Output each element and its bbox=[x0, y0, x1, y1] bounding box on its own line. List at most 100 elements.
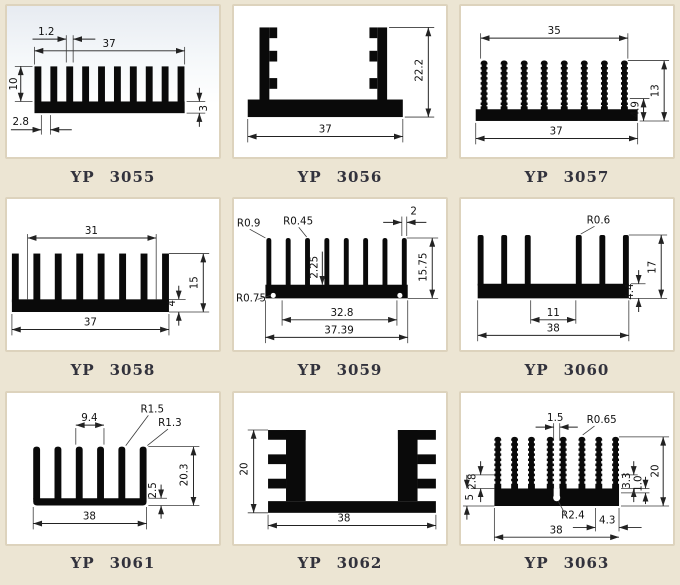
dim-radius: R0.6 bbox=[587, 215, 611, 227]
dim-fin-span: 31 bbox=[85, 225, 98, 237]
heatsink-base bbox=[475, 109, 638, 121]
heatsink-base bbox=[11, 299, 169, 313]
profile-drawing-3057: 35 4.9 13 37 bbox=[475, 25, 670, 145]
center-slot bbox=[553, 488, 560, 497]
heatsink-fins bbox=[479, 60, 629, 113]
channel-wall-right bbox=[397, 429, 418, 501]
part-code: 3058 bbox=[109, 360, 156, 379]
dim-height: 15 bbox=[188, 277, 200, 290]
cell-yp-3058: 31 15 4 37 YP 3058 bbox=[5, 197, 221, 387]
part-label: YP 3062 bbox=[232, 546, 448, 581]
panel-yp-3058: 31 15 4 37 bbox=[5, 197, 221, 353]
dim-width: 38 bbox=[83, 510, 96, 522]
cell-yp-3063: 1.5 R0.65 2.8 5 3.3 1.0 20 bbox=[459, 390, 675, 581]
dim-radius-fin: R0.65 bbox=[587, 414, 617, 426]
part-label: YP 3058 bbox=[5, 352, 221, 387]
part-label: YP 3057 bbox=[459, 159, 675, 194]
part-code: 3063 bbox=[563, 554, 610, 573]
dim-tab: 4.3 bbox=[599, 514, 615, 526]
panel-yp-3063: 1.5 R0.65 2.8 5 3.3 1.0 20 bbox=[459, 390, 675, 546]
panel-yp-3056: 22.2 37 bbox=[232, 4, 448, 159]
part-label: YP 3063 bbox=[459, 546, 675, 581]
panel-yp-3061: 9.4 R1.5 R1.3 2.5 20.3 38 bbox=[5, 390, 221, 546]
dim-height: 20 bbox=[649, 464, 661, 477]
dim-base-thickness: 4.4 bbox=[624, 284, 636, 300]
part-code: 3061 bbox=[109, 554, 156, 573]
panel-yp-3057: 35 4.9 13 37 bbox=[459, 4, 675, 159]
channel-wall-left bbox=[259, 27, 270, 102]
dim-width: 38 bbox=[547, 323, 560, 335]
part-code: 3060 bbox=[563, 360, 610, 379]
heatsink-fins bbox=[266, 238, 407, 288]
dim-width: 37 bbox=[84, 317, 97, 329]
dim-height: 13 bbox=[649, 84, 661, 97]
part-code: 3055 bbox=[109, 167, 156, 186]
dim-overall-width: 37 bbox=[103, 38, 116, 50]
dim-radius-slot: R2.4 bbox=[561, 509, 585, 521]
dim-pitch: 9.4 bbox=[81, 412, 97, 424]
heatsink-base bbox=[33, 497, 147, 506]
heatsink-base bbox=[34, 101, 185, 114]
heatsink-base bbox=[477, 284, 629, 299]
dim-radius-fin: R0.45 bbox=[283, 216, 313, 228]
profile-drawing-3056: 22.2 37 bbox=[247, 27, 435, 143]
part-label: YP 3055 bbox=[5, 159, 221, 194]
profile-drawing-3062: 20 38 bbox=[239, 429, 437, 530]
dim-base-thickness: 3 bbox=[198, 105, 210, 112]
part-series: YP bbox=[70, 167, 95, 186]
panel-yp-3059: R0.9 R0.45 2 2.25 R0.75 15.75 32.8 bbox=[232, 197, 448, 353]
profile-drawing-3063: 1.5 R0.65 2.8 5 3.3 1.0 20 bbox=[462, 412, 670, 541]
dim-width: 37 bbox=[319, 124, 332, 136]
part-series: YP bbox=[524, 360, 549, 379]
part-label: YP 3060 bbox=[459, 352, 675, 387]
cell-yp-3056: 22.2 37 YP 3056 bbox=[232, 4, 448, 194]
panel-yp-3062: 20 38 bbox=[232, 390, 448, 546]
dim-left-upper: 2.8 bbox=[467, 473, 479, 489]
part-label: YP 3061 bbox=[5, 546, 221, 581]
part-label: YP 3059 bbox=[232, 352, 448, 387]
dim-height: 17 bbox=[646, 261, 658, 274]
dim-fin-width: 2 bbox=[410, 206, 417, 218]
cell-yp-3062: 20 38 YP 3062 bbox=[232, 390, 448, 581]
dim-left-lower: 5 bbox=[464, 494, 476, 501]
dim-fin-pitch: 2.8 bbox=[13, 116, 29, 128]
channel-wall-left bbox=[286, 429, 306, 501]
channel-base bbox=[268, 500, 436, 513]
dim-base-thickness: 4 bbox=[166, 300, 178, 307]
dim-slot-width: 1.5 bbox=[547, 412, 563, 424]
dim-radius-fin: R1.5 bbox=[140, 403, 164, 415]
panel-yp-3055: 37 1.2 10 3 2.8 bbox=[5, 4, 221, 159]
part-series: YP bbox=[297, 554, 322, 573]
profile-drawing-3059: R0.9 R0.45 2 2.25 R0.75 15.75 32.8 bbox=[236, 206, 439, 344]
dim-height: 22.2 bbox=[413, 59, 425, 82]
channel-wall-right bbox=[377, 27, 388, 102]
profile-drawing-3058: 31 15 4 37 bbox=[11, 225, 210, 336]
heatsink-fins bbox=[493, 436, 620, 492]
part-series: YP bbox=[297, 360, 322, 379]
dim-height: 20.3 bbox=[179, 463, 191, 486]
dim-width: 37 bbox=[550, 126, 563, 138]
cell-yp-3061: 9.4 R1.5 R1.3 2.5 20.3 38 YP 3061 bbox=[5, 390, 221, 581]
part-series: YP bbox=[70, 554, 95, 573]
dim-gap: 11 bbox=[547, 307, 560, 319]
part-code: 3059 bbox=[336, 360, 383, 379]
part-code: 3062 bbox=[336, 554, 383, 573]
cell-yp-3060: R0.6 11 38 17 4.4 YP 3060 bbox=[459, 197, 675, 387]
profile-drawing-3061: 9.4 R1.5 R1.3 2.5 20.3 38 bbox=[32, 403, 200, 530]
cell-yp-3059: R0.9 R0.45 2 2.25 R0.75 15.75 32.8 bbox=[232, 197, 448, 387]
heatsink-fins bbox=[33, 446, 147, 501]
dim-fin-span: 35 bbox=[548, 25, 561, 37]
part-label: YP 3056 bbox=[232, 159, 448, 194]
dim-fin-thickness: 1.2 bbox=[38, 26, 54, 38]
heatsink-fins bbox=[34, 66, 185, 105]
dim-fin-height: 10 bbox=[8, 77, 20, 90]
part-series: YP bbox=[70, 360, 95, 379]
dim-height: 15.75 bbox=[417, 253, 429, 282]
dim-radius-base: R0.75 bbox=[236, 293, 266, 305]
cell-yp-3057: 35 4.9 13 37 YP 3057 bbox=[459, 4, 675, 194]
profile-drawing-3060: R0.6 11 38 17 4.4 bbox=[477, 215, 668, 342]
panel-yp-3060: R0.6 11 38 17 4.4 bbox=[459, 197, 675, 353]
dim-radius-corner: R1.3 bbox=[158, 417, 182, 429]
heatsink-fins bbox=[11, 253, 169, 303]
